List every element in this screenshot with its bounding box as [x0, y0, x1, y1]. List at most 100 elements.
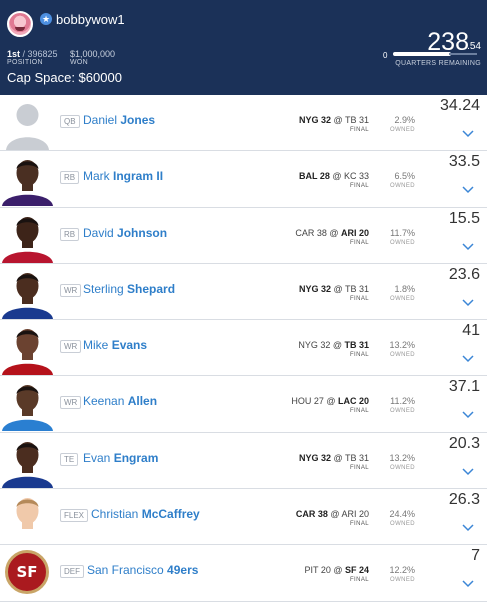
quarters-remaining-label: QUARTERS REMAINING — [395, 60, 481, 67]
player-points: 34.24 — [439, 97, 480, 114]
game-pre: CAR 38 @ — [295, 227, 341, 238]
player-name-link[interactable]: Evan Engram — [83, 451, 158, 465]
owned-percent: 2.9% — [394, 115, 415, 125]
contest-header: ★ bobbywow1 1st / 396825 POSITION $1,000… — [0, 0, 487, 95]
game-status: FINAL — [349, 183, 369, 190]
position-tag: RB — [60, 227, 80, 241]
game-score: NYG 32 @ TB 31 — [299, 115, 369, 125]
owned-label: OWNED — [390, 295, 415, 302]
player-row[interactable]: RB David Johnson CAR 38 @ ARI 20 FINAL 11.7%… — [0, 207, 487, 264]
user-avatar[interactable] — [7, 11, 33, 37]
player-name-link[interactable]: Keenan Allen — [83, 394, 157, 408]
position-label: POSITION — [7, 59, 43, 66]
player-row[interactable]: SF DEF San Francisco 49ers PIT 20 @ SF 24 FI… — [0, 545, 487, 602]
owned-percent: 24.4% — [389, 509, 415, 520]
game-score: BAL 28 @ KC 33 — [299, 171, 369, 181]
player-last-name: Johnson — [117, 225, 168, 240]
chevron-down-icon[interactable] — [462, 410, 474, 420]
player-row[interactable]: FLEX Christian McCaffrey CAR 38 @ ARI 20 FI… — [0, 489, 487, 546]
position-block: 1st / 396825 POSITION — [7, 49, 58, 66]
username[interactable]: bobbywow1 — [56, 12, 125, 27]
player-last-name: Allen — [127, 394, 158, 409]
owned-label: OWNED — [390, 464, 415, 471]
chevron-down-icon[interactable] — [462, 185, 474, 195]
owned-label: OWNED — [390, 577, 415, 584]
player-name-link[interactable]: David Johnson — [83, 226, 167, 240]
position-rank: 1st — [7, 49, 21, 59]
game-team-a: BAL 28 — [298, 171, 330, 182]
player-points: 23.6 — [448, 265, 480, 283]
player-last-name: Shepard — [127, 281, 176, 296]
star-badge-icon: ★ — [40, 13, 52, 25]
player-name-link[interactable]: Christian McCaffrey — [91, 507, 200, 521]
game-score: NYG 32 @ TB 31 — [299, 453, 369, 463]
player-first-name: Keenan — [83, 394, 125, 409]
player-row[interactable]: RB Mark Ingram II BAL 28 @ KC 33 FINAL 6.5% O… — [0, 151, 487, 208]
player-last-name: Evans — [111, 338, 148, 353]
game-team-b: SF 24 — [344, 565, 369, 576]
player-points: 33.5 — [448, 153, 480, 171]
game-team-a: NYG 32 — [298, 452, 331, 463]
player-name-link[interactable]: Mark Ingram II — [83, 169, 163, 183]
chevron-down-icon[interactable] — [462, 298, 474, 308]
player-first-name: Daniel — [83, 113, 118, 127]
game-mid: @ TB 31 — [331, 283, 370, 294]
chevron-down-icon[interactable] — [462, 467, 474, 477]
player-headshot — [0, 432, 55, 488]
quarters-progress-track — [449, 53, 477, 55]
game-score: CAR 38 @ ARI 20 — [296, 509, 369, 519]
player-first-name: David — [83, 225, 114, 240]
player-headshot: SF — [0, 545, 55, 601]
chevron-down-icon[interactable] — [462, 579, 474, 589]
player-name-link[interactable]: San Francisco 49ers — [87, 563, 198, 577]
player-points: 41 — [462, 322, 480, 340]
player-headshot — [0, 95, 55, 150]
player-row[interactable]: WR Sterling Shepard NYG 32 @ TB 31 FINAL 1.8… — [0, 263, 487, 321]
player-row[interactable]: WR Mike Evans NYG 32 @ TB 31 FINAL 13.2% OWNE… — [0, 320, 487, 377]
owned-percent: 1.8% — [394, 283, 415, 294]
position-tag: WR — [60, 396, 82, 410]
player-headshot — [0, 376, 55, 432]
player-first-name: San Francisco — [87, 563, 164, 578]
position-tag: TE — [60, 452, 79, 466]
player-first-name: Evan — [83, 450, 111, 465]
won-label: WON — [70, 59, 89, 66]
roster-list: QB Daniel Jones NYG 32 @ TB 31 FINAL 2.9% OWN… — [0, 95, 487, 602]
player-headshot — [0, 151, 55, 207]
player-last-name: Ingram II — [113, 169, 164, 184]
position-total: / 396825 — [22, 49, 58, 59]
won-block: $1,000,000 WON — [70, 49, 115, 66]
player-points: 7 — [471, 547, 480, 565]
owned-label: OWNED — [390, 127, 415, 133]
player-last-name: Jones — [120, 113, 156, 127]
game-pre: PIT 20 @ — [304, 565, 345, 576]
game-score: HOU 27 @ LAC 20 — [291, 396, 369, 406]
game-team-b: TB 31 — [344, 340, 369, 351]
player-row[interactable]: WR Keenan Allen HOU 27 @ LAC 20 FINAL 11.2% O… — [0, 376, 487, 433]
owned-label: OWNED — [390, 239, 415, 246]
owned-percent: 12.2% — [389, 565, 415, 576]
team-logo: SF — [5, 550, 49, 595]
player-row[interactable]: QB Daniel Jones NYG 32 @ TB 31 FINAL 2.9% OWN… — [0, 95, 487, 152]
player-headshot — [0, 489, 55, 545]
game-status: FINAL — [349, 127, 369, 133]
chevron-down-icon[interactable] — [462, 523, 474, 533]
chevron-down-icon[interactable] — [462, 354, 474, 364]
owned-label: OWNED — [390, 183, 415, 190]
player-name-link[interactable]: Mike Evans — [83, 338, 147, 352]
position-tag: WR — [60, 340, 82, 354]
player-first-name: Christian — [91, 507, 139, 522]
game-status: FINAL — [349, 521, 369, 528]
player-name-link[interactable]: Sterling Shepard — [83, 282, 175, 296]
game-status: FINAL — [349, 295, 369, 302]
player-name-link[interactable]: Daniel Jones — [83, 113, 155, 127]
game-team-b: ARI 20 — [340, 227, 369, 238]
game-team-a: CAR 38 — [295, 509, 328, 520]
game-pre: HOU 27 @ — [291, 396, 338, 407]
chevron-down-icon[interactable] — [462, 242, 474, 252]
game-team-b: LAC 20 — [337, 396, 369, 407]
player-points: 20.3 — [448, 434, 480, 452]
player-headshot — [0, 263, 55, 319]
chevron-down-icon[interactable] — [462, 129, 474, 139]
player-row[interactable]: TE Evan Engram NYG 32 @ TB 31 FINAL 13.2% OWN… — [0, 432, 487, 490]
